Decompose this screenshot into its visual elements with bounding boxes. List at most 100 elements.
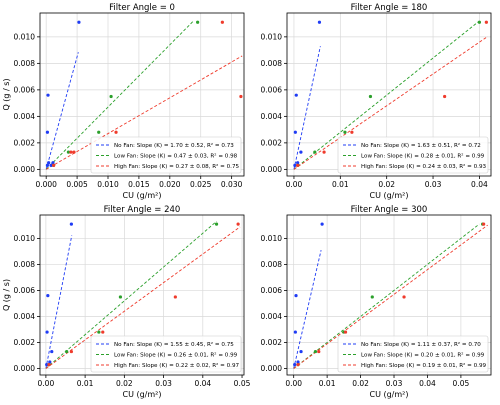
data-point-no-fan <box>46 294 50 298</box>
data-point-low-fan <box>66 150 71 154</box>
legend-entry: High Fan: Slope (K) = 0.22 ± 0.02, R² = … <box>114 362 240 369</box>
data-point-no-fan <box>77 20 81 24</box>
chart-title: Filter Angle = 240 <box>104 205 181 215</box>
legend-entry: Low Fan: Slope (K) = 0.28 ± 0.01, R² = 0… <box>361 153 485 160</box>
x-tick-label: 0.01 <box>77 379 94 388</box>
fit-line-low-fan <box>293 21 479 170</box>
fit-line-no-fan <box>293 249 322 369</box>
data-point-low-fan <box>343 130 347 134</box>
x-tick-label: 0.020 <box>159 180 181 189</box>
data-point-high-fan <box>317 349 321 354</box>
x-tick-label: 0.00 <box>286 180 303 189</box>
legend-box <box>337 335 489 373</box>
legend-box <box>90 335 242 373</box>
x-tick-label: 0.01 <box>319 379 336 388</box>
data-point-no-fan <box>48 360 52 364</box>
y-tick-label: 0.006 <box>14 286 36 295</box>
data-point-no-fan <box>296 360 300 364</box>
x-tick-label: 0.030 <box>221 180 243 189</box>
y-tick-label: 0.004 <box>14 312 36 321</box>
data-point-low-fan <box>370 295 374 299</box>
y-tick-label: 0.004 <box>14 112 36 121</box>
legend-entry: High Fan: Slope (K) = 0.24 ± 0.03, R² = … <box>361 163 487 170</box>
data-point-high-fan <box>47 362 51 367</box>
fit-line-no-fan <box>45 235 73 369</box>
data-point-no-fan <box>294 93 298 97</box>
y-tick-label: 0.010 <box>261 234 283 243</box>
data-point-no-fan <box>299 349 303 354</box>
y-tick-label: 0.006 <box>261 86 283 95</box>
y-tick-label: 0.002 <box>14 139 36 148</box>
data-point-no-fan <box>45 130 50 134</box>
legend-entry: No Fan: Slope (K) = 1.63 ± 0.51, R² = 0.… <box>361 142 481 149</box>
x-tick-label: 0.015 <box>128 180 150 189</box>
legend-entry: High Fan: Slope (K) = 0.27 ± 0.08, R² = … <box>114 163 240 170</box>
x-axis-label: CU (g/m²) <box>123 390 162 399</box>
y-tick-label: 0.002 <box>14 338 36 347</box>
legend-entry: High Fan: Slope (K) = 0.19 ± 0.01, R² = … <box>361 362 487 369</box>
x-tick-label: 0.01 <box>332 180 349 189</box>
data-point-no-fan <box>296 161 300 165</box>
data-point-no-fan <box>49 163 53 167</box>
data-point-no-fan <box>45 362 49 367</box>
x-axis-label: CU (g/m²) <box>123 191 162 200</box>
y-tick-label: 0.006 <box>14 86 36 95</box>
data-point-high-fan <box>69 349 73 354</box>
data-point-high-fan <box>236 222 240 226</box>
legend-entry: Low Fan: Slope (K) = 0.20 ± 0.01, R² = 0… <box>361 352 485 359</box>
y-tick-label: 0.004 <box>261 112 283 121</box>
x-tick-label: 0.02 <box>352 379 369 388</box>
data-point-low-fan <box>118 295 123 299</box>
data-point-low-fan <box>368 94 373 99</box>
data-point-low-fan <box>97 330 101 334</box>
chart-title: Filter Angle = 180 <box>351 3 428 13</box>
fit-line-high-fan <box>45 226 241 369</box>
y-tick-label: 0.008 <box>14 260 36 269</box>
x-tick-label: 0.03 <box>155 379 172 388</box>
legend-entry: No Fan: Slope (K) = 1.70 ± 0.52, R² = 0.… <box>114 142 234 149</box>
data-point-high-fan <box>296 163 300 167</box>
x-tick-label: 0.025 <box>190 180 212 189</box>
data-point-no-fan <box>293 362 297 367</box>
x-tick-label: 0.00 <box>38 379 55 388</box>
fit-line-no-fan <box>45 52 79 170</box>
y-axis-label: Q (g / s) <box>2 78 11 110</box>
x-tick-label: 0.03 <box>386 379 403 388</box>
data-point-no-fan <box>47 161 51 165</box>
data-point-low-fan <box>65 349 69 354</box>
data-point-high-fan <box>114 130 118 134</box>
plot-frame <box>286 12 492 177</box>
x-tick-label: 0.000 <box>35 180 57 189</box>
x-axis-label: CU (g/m²) <box>370 191 409 200</box>
data-point-high-fan <box>69 150 73 154</box>
x-tick-label: 0.005 <box>66 180 88 189</box>
data-point-no-fan <box>45 330 49 334</box>
x-tick-label: 0.02 <box>116 379 133 388</box>
y-tick-label: 0.006 <box>261 286 283 295</box>
data-point-no-fan <box>317 20 322 24</box>
x-tick-label: 0.04 <box>419 379 436 388</box>
fit-line-low-fan <box>293 223 480 369</box>
data-point-high-fan <box>343 330 348 334</box>
data-point-high-fan <box>350 130 354 134</box>
data-point-no-fan <box>299 150 303 154</box>
y-tick-label: 0.002 <box>261 139 283 148</box>
data-point-no-fan <box>45 163 50 167</box>
legend-box <box>90 136 242 174</box>
x-tick-label: 0.010 <box>97 180 119 189</box>
data-point-low-fan <box>196 20 200 24</box>
legend-entry: No Fan: Slope (K) = 1.11 ± 0.37, R² = 0.… <box>361 341 481 348</box>
x-tick-label: 0.03 <box>425 180 442 189</box>
data-point-low-fan <box>97 130 101 134</box>
x-axis-label: CU (g/m²) <box>370 390 409 399</box>
data-point-high-fan <box>220 20 224 24</box>
data-point-low-fan <box>109 94 113 99</box>
data-point-no-fan <box>293 330 297 334</box>
data-point-high-fan <box>482 222 486 226</box>
y-tick-label: 0.008 <box>261 59 283 68</box>
data-point-high-fan <box>72 150 76 154</box>
chart-title: Filter Angle = 0 <box>109 3 175 13</box>
chart-panel-2: 0.00 0.01 0.02 0.03 0.04 0.05 0.000 0.002 0.004 0… <box>2 205 251 399</box>
data-point-no-fan <box>46 93 50 97</box>
